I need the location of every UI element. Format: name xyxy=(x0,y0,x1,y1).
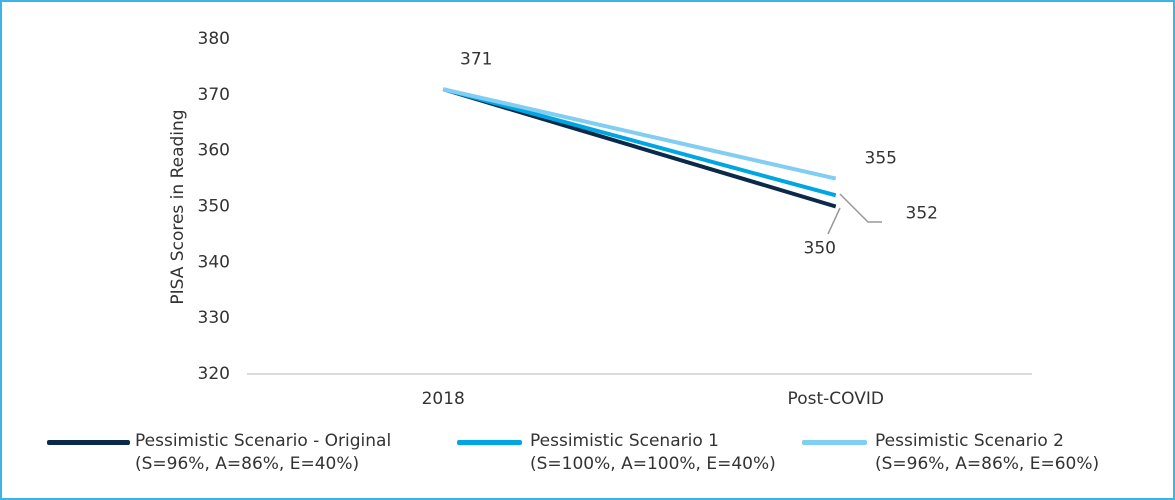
legend-label: Pessimistic Scenario - Original (S=96%, … xyxy=(135,431,392,474)
series-line xyxy=(442,87,837,181)
y-tick-label: 380 xyxy=(198,29,230,49)
y-tick-label: 330 xyxy=(198,308,230,328)
y-tick-label: 370 xyxy=(198,85,230,105)
leader-line xyxy=(839,193,882,223)
legend-swatch xyxy=(47,440,130,445)
legend-label: Pessimistic Scenario 1 (S=100%, A=100%, … xyxy=(530,431,776,474)
y-axis-label: PISA Scores in Reading xyxy=(168,109,188,304)
data-label: 355 xyxy=(865,149,897,169)
y-tick-label: 360 xyxy=(198,141,230,161)
data-label: 352 xyxy=(906,203,938,223)
y-tick-label: 320 xyxy=(198,364,230,384)
legend-swatch xyxy=(802,440,867,445)
leader-line xyxy=(827,207,841,235)
data-label: 350 xyxy=(804,239,836,259)
legend-label: Pessimistic Scenario 2 (S=96%, A=86%, E=… xyxy=(875,431,1100,474)
data-label: 371 xyxy=(460,49,492,69)
y-tick-label: 350 xyxy=(198,197,230,217)
legend-swatch xyxy=(457,440,522,445)
x-tick-label: 2018 xyxy=(422,389,465,409)
y-tick-label: 340 xyxy=(198,252,230,272)
series-line xyxy=(442,87,837,198)
x-tick-label: Post-COVID xyxy=(788,389,884,409)
